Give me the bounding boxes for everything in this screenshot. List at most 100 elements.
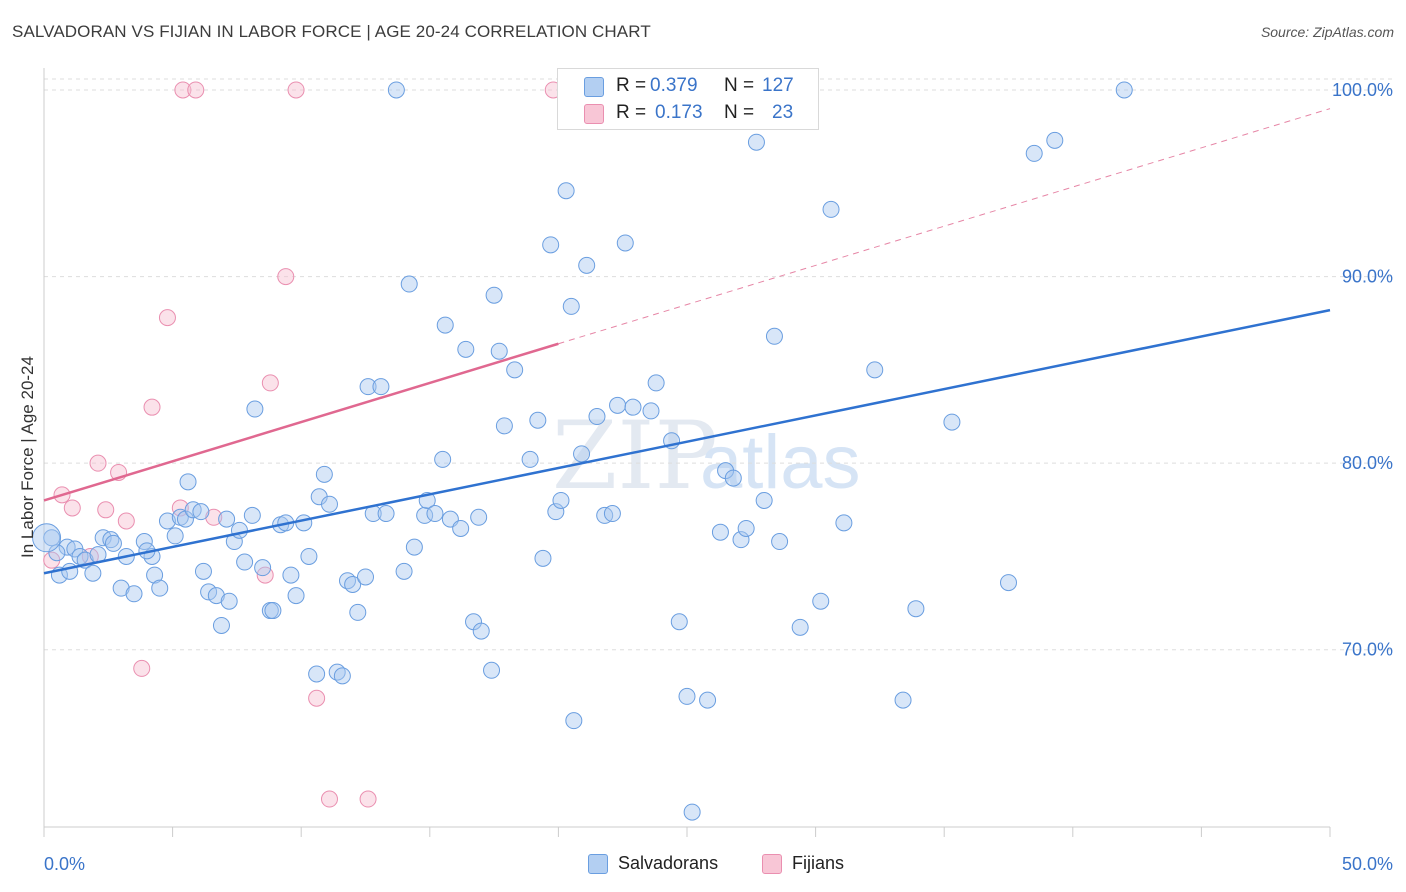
salvadorans-point: [179, 473, 197, 491]
correlation-legend: R = 0.379 N = 127 R = 0.173 N = 23: [557, 68, 819, 130]
salvadorans-point: [104, 534, 122, 552]
salvadorans-point: [357, 568, 374, 586]
salvadorans-point: [943, 413, 961, 431]
legend-n-label: N =: [724, 102, 755, 123]
salvadorans-point: [562, 297, 580, 315]
fijians-points: [43, 81, 562, 808]
salvadorans-point: [426, 505, 444, 523]
salvadorans-point: [315, 465, 333, 483]
fijians-point: [117, 512, 135, 530]
salvadorans-point: [1046, 131, 1064, 149]
salvadorans-point: [246, 400, 264, 418]
salvadorans-point: [472, 622, 490, 640]
salvadorans-point: [578, 256, 596, 274]
salvadorans-point: [699, 691, 717, 709]
fijians-point: [205, 508, 223, 526]
legend-r-label: R =: [616, 75, 647, 96]
fijians-point: [158, 309, 176, 327]
salvadorans-point: [747, 133, 765, 151]
salvadorans-point: [264, 602, 282, 620]
salvadorans-point: [529, 411, 547, 429]
salvadorans-point: [907, 600, 925, 618]
salvadorans-point: [647, 374, 665, 392]
salvadorans-point: [711, 523, 729, 541]
source-credit: Source: ZipAtlas.com: [1260, 24, 1394, 40]
y-tick-label: 80.0%: [1342, 453, 1393, 473]
salvadorans-point: [609, 396, 627, 414]
salvadorans-point: [158, 512, 176, 530]
salvadorans-point: [557, 182, 575, 200]
chart-title: SALVADORAN VS FIJIAN IN LABOR FORCE | AG…: [12, 22, 651, 41]
salvadorans-point: [642, 402, 660, 420]
fijians-point: [97, 501, 115, 519]
legend-swatch-fijians: [584, 104, 604, 124]
salvadorans-point: [405, 538, 423, 556]
salvadorans-point: [387, 81, 405, 99]
salvadorans-trend-line: [43, 308, 1331, 575]
salvadorans-point: [573, 445, 591, 463]
y-axis-label: In Labor Force | Age 20-24: [18, 356, 37, 558]
salvadorans-point: [791, 618, 809, 636]
salvadorans-point: [485, 286, 503, 304]
salvadorans-point: [737, 519, 755, 537]
trend-lines: [43, 108, 1331, 575]
salvadorans-point: [495, 417, 513, 435]
salvadorans-point: [125, 585, 143, 603]
salvadorans-point: [521, 450, 539, 468]
salvadorans-point: [416, 506, 434, 524]
fijians-point: [174, 81, 192, 99]
y-tick-label: 100.0%: [1332, 80, 1393, 100]
salvadorans-point: [43, 529, 61, 547]
fijians-point: [187, 81, 205, 99]
salvadorans-point: [200, 583, 218, 601]
legend-swatch-fijians: [762, 854, 782, 874]
salvadorans-point: [212, 616, 230, 634]
salvadorans-point: [565, 712, 583, 730]
salvadorans-point: [377, 505, 395, 523]
salvadorans-point: [48, 544, 66, 562]
legend-r-label: R =: [616, 102, 647, 123]
legend-item-salvadorans: Salvadorans: [588, 852, 738, 878]
salvadorans-point: [678, 687, 696, 705]
salvadorans-point: [207, 587, 225, 605]
salvadorans-point: [835, 514, 853, 532]
salvadorans-point: [349, 603, 367, 621]
salvadorans-point: [194, 562, 212, 580]
salvadorans-point: [683, 803, 701, 821]
salvadorans-point: [452, 519, 470, 537]
salvadorans-point: [146, 566, 164, 584]
legend-swatch-salvadorans: [588, 854, 608, 874]
salvadorans-point: [552, 491, 570, 509]
salvadorans-point: [218, 510, 236, 528]
x-tick-label-max: 50.0%: [1342, 854, 1393, 874]
salvadorans-point: [755, 491, 773, 509]
watermark-zip: ZIP: [552, 402, 718, 511]
salvadorans-point: [151, 579, 169, 597]
fijians-point: [89, 454, 107, 472]
salvadorans-point: [84, 564, 102, 582]
salvadorans-point: [359, 378, 377, 396]
salvadorans-point: [344, 575, 362, 593]
salvadorans-point: [166, 527, 184, 545]
fijians-trend-line: [43, 342, 559, 502]
salvadorans-point: [192, 503, 210, 521]
fijians-point: [261, 374, 279, 392]
salvadorans-point: [490, 342, 508, 360]
fijians-point: [320, 790, 338, 808]
salvadorans-point: [542, 236, 560, 254]
salvadorans-point: [724, 469, 742, 487]
salvadorans-point: [732, 531, 750, 549]
legend-n-value: 127: [762, 75, 794, 96]
salvadorans-point: [866, 361, 884, 379]
salvadorans-point: [295, 514, 313, 532]
tick-labels: 70.0% 80.0% 90.0% 100.0% 0.0% 50.0%: [44, 80, 1393, 874]
fijians-point: [277, 268, 295, 286]
legend-label-salvadorans: Salvadorans: [618, 853, 719, 873]
salvadorans-point: [616, 234, 634, 252]
salvadorans-point: [470, 508, 488, 526]
salvadorans-point: [624, 398, 642, 416]
salvadorans-point: [320, 495, 338, 513]
salvadorans-point: [32, 523, 62, 553]
salvadorans-point: [506, 361, 524, 379]
